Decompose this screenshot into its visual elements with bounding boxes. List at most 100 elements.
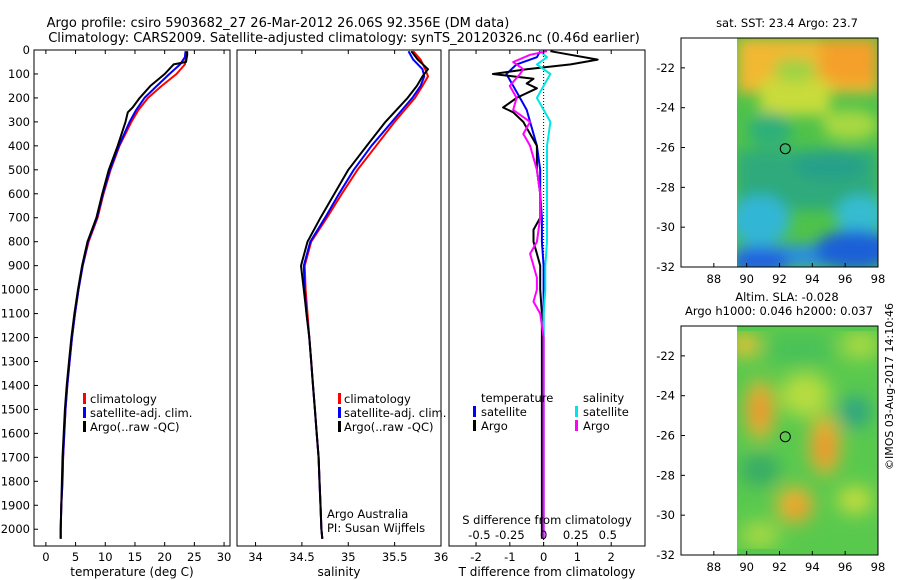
depth-tick-label: 1000	[1, 283, 30, 297]
depth-tick-label: 400	[8, 139, 30, 153]
x-tick-label: 35	[341, 550, 356, 564]
sst-heatmap	[737, 38, 878, 267]
temperature-axes	[33, 49, 231, 547]
lon-tick-label: 96	[838, 272, 853, 286]
sla-heatmap	[737, 326, 878, 555]
sla-map-panel: Altim. SLA: -0.028 Argo h1000: 0.046 h20…	[656, 290, 885, 574]
s-tick-label: 0.25	[563, 528, 589, 542]
lon-tick-label: 98	[871, 272, 886, 286]
s-tick-label: 0	[540, 528, 547, 542]
depth-tick-label: 100	[8, 67, 30, 81]
legend-argo-swatch	[338, 421, 341, 432]
difference-legend: temperature salinity satellite Argo sate…	[473, 391, 629, 433]
salinity-panel: 34 34.5 35 35.5 36 salinity climatology sate…	[236, 49, 448, 579]
t-difference-xlabel: T difference from climatology	[458, 565, 636, 579]
salinity-legend: climatology satellite-adj. clim. Argo(..…	[338, 392, 446, 434]
sst-lon-ticks: 88 90 92 94 96 98	[707, 263, 886, 286]
s-difference-ticks: -0.5 -0.25 0 0.25 0.5	[468, 528, 617, 542]
legend-t-argo-swatch	[473, 420, 476, 431]
header-line2: Climatology: CARS2009. Satellite-adjuste…	[48, 31, 640, 46]
x-tick-label: 20	[157, 550, 172, 564]
depth-tick-label: 1300	[1, 354, 30, 368]
legend-salinity-title: salinity	[583, 391, 624, 405]
legend-argo: Argo(..raw -QC)	[90, 420, 180, 434]
depth-tick-label: 0	[23, 43, 30, 57]
lat-tick-label: -32	[656, 260, 675, 274]
x-tick-label: 0	[42, 550, 49, 564]
lat-tick-label: -32	[656, 548, 675, 562]
imos-credit: ©IMOS 03-Aug-2017 14:10:46	[883, 303, 896, 470]
lon-tick-label: 96	[838, 560, 853, 574]
legend-climatology: climatology	[344, 392, 411, 406]
sst-title: sat. SST: 23.4 Argo: 23.7	[716, 16, 858, 30]
sla-subtitle: Argo h1000: 0.046 h2000: 0.037	[685, 304, 873, 318]
sst-argo-location-marker	[779, 143, 791, 155]
temperature-panel: 0 5 10 15 20 25 30 0 100 200 300 400 500 600 700 800 90…	[1, 43, 232, 579]
pi-label: PI: Susan Wijffels	[327, 521, 425, 535]
legend-climatology-swatch	[83, 393, 86, 404]
t-difference-xticks: -2 -1 0 1 2	[470, 50, 615, 564]
legend-temperature-title: temperature	[481, 391, 553, 405]
lat-tick-label: -30	[656, 220, 675, 234]
depth-tick-label: 1200	[1, 331, 30, 345]
lon-tick-label: 94	[805, 560, 820, 574]
legend-satellite: satellite-adj. clim.	[90, 406, 192, 420]
difference-axes	[448, 49, 646, 547]
sla-lon-ticks: 88 90 92 94 96 98	[707, 551, 885, 574]
x-tick-label: 5	[72, 550, 79, 564]
temperature-lines	[59, 51, 189, 539]
legend-satellite: satellite-adj. clim.	[344, 406, 446, 420]
legend-s-satellite-swatch	[575, 406, 578, 417]
salinity-axes	[236, 49, 442, 547]
legend-argo-swatch	[83, 421, 86, 432]
depth-tick-label: 1900	[1, 498, 30, 512]
lon-tick-label: 88	[707, 560, 722, 574]
sst-lat-ticks: -22 -24 -26 -28 -30 -32	[656, 61, 685, 274]
series-line-2	[59, 51, 189, 539]
legend-s-argo: Argo	[583, 419, 610, 433]
x-tick-label: 34.5	[289, 550, 315, 564]
depth-tick-label: 200	[8, 91, 30, 105]
argo-australia-label: Argo Australia	[327, 507, 408, 521]
lat-tick-label: -28	[656, 468, 675, 482]
depth-tick-label: 700	[8, 211, 30, 225]
lon-tick-label: 90	[739, 560, 754, 574]
x-tick-label: -2	[470, 550, 481, 564]
s-difference-label: S difference from climatology	[462, 513, 632, 527]
x-tick-label: 10	[98, 550, 113, 564]
lon-tick-label: 92	[772, 272, 787, 286]
lat-tick-label: -24	[656, 389, 675, 403]
legend-t-satellite-swatch	[473, 406, 476, 417]
temperature-xticks: 0 5 10 15 20 25 30	[42, 50, 231, 564]
difference-lines	[491, 50, 599, 539]
legend-satellite-swatch	[338, 407, 341, 418]
sla-argo-location-marker	[779, 431, 791, 443]
legend-climatology: climatology	[90, 392, 157, 406]
lat-tick-label: -22	[656, 61, 675, 75]
salinity-xlabel: salinity	[317, 565, 360, 579]
lon-tick-label: 92	[772, 560, 787, 574]
x-tick-label: 15	[128, 550, 143, 564]
lat-tick-label: -26	[656, 429, 675, 443]
sla-lat-ticks: -22 -24 -26 -28 -30 -32	[656, 349, 685, 562]
depth-tick-label: 1700	[1, 450, 30, 464]
depth-tick-label: 1600	[1, 426, 30, 440]
header-line1: Argo profile: csiro 5903682_27 26-Mar-20…	[47, 16, 510, 31]
x-tick-label: 30	[217, 550, 232, 564]
legend-t-argo: Argo	[481, 419, 508, 433]
salinity-lines	[300, 50, 429, 539]
s-tick-label: -0.5	[468, 528, 490, 542]
salinity-xticks: 34 34.5 35 35.5 36	[248, 50, 448, 564]
s-tick-label: 0.5	[599, 528, 617, 542]
legend-argo: Argo(..raw -QC)	[344, 420, 434, 434]
depth-tick-label: 300	[8, 115, 30, 129]
lat-tick-label: -24	[656, 101, 675, 115]
lat-tick-label: -30	[656, 508, 675, 522]
depth-tick-label: 1800	[1, 474, 30, 488]
lat-tick-label: -28	[656, 180, 675, 194]
s-tick-label: -0.25	[495, 528, 525, 542]
x-tick-label: -1	[504, 550, 515, 564]
x-tick-label: 36	[434, 550, 449, 564]
x-tick-label: 1	[574, 550, 581, 564]
